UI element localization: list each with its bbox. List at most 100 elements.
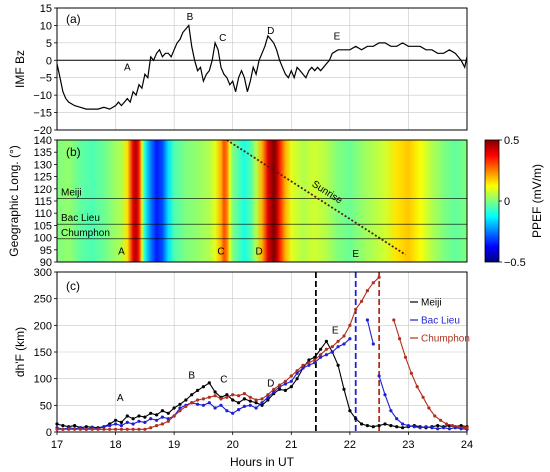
data-point — [254, 398, 258, 402]
data-point — [225, 409, 229, 413]
y-tick-label: 250 — [34, 294, 52, 306]
data-point — [260, 397, 264, 401]
x-tick-label: 22 — [344, 439, 356, 451]
station-label: Meiji — [61, 188, 82, 199]
data-point — [178, 402, 182, 406]
colorbar-tick-label: 0.5 — [504, 135, 519, 147]
data-point — [237, 394, 241, 398]
y-tick-label: 105 — [34, 220, 52, 232]
y-tick-label: −20 — [33, 125, 52, 137]
data-point — [125, 427, 129, 431]
data-point — [371, 425, 375, 429]
y-tick-label: 140 — [34, 135, 52, 147]
data-point — [324, 347, 328, 351]
data-point — [143, 427, 147, 431]
data-point — [319, 355, 323, 359]
panel-a-tag: (a) — [66, 12, 81, 26]
data-point — [330, 345, 334, 349]
data-point — [125, 414, 129, 418]
x-tick-label: 23 — [402, 439, 414, 451]
data-point — [377, 275, 381, 279]
data-point — [73, 427, 77, 431]
data-point — [119, 424, 123, 428]
data-point — [324, 339, 328, 343]
data-point — [78, 427, 82, 431]
data-point — [330, 350, 334, 354]
data-point — [73, 424, 77, 428]
data-point — [149, 411, 153, 415]
data-point — [283, 388, 287, 392]
data-point — [342, 342, 346, 346]
event-label: A — [124, 63, 131, 74]
panel-c-xlabel: Hours in UT — [230, 455, 295, 469]
data-point — [462, 426, 466, 430]
data-point — [450, 424, 454, 428]
data-point — [84, 427, 88, 431]
data-point — [409, 371, 413, 375]
data-point — [219, 403, 223, 407]
y-tick-label: 15 — [40, 3, 52, 15]
data-point — [278, 383, 282, 387]
data-point — [272, 387, 276, 391]
data-point — [342, 387, 346, 391]
x-tick-label: 19 — [168, 439, 180, 451]
data-point — [201, 385, 205, 389]
data-point — [125, 420, 129, 424]
data-point — [365, 424, 369, 428]
legend-label: Bac Lieu — [421, 316, 460, 327]
y-tick-label: 135 — [34, 147, 52, 159]
data-point — [178, 406, 182, 410]
y-tick-label: 110 — [34, 208, 52, 220]
data-point — [336, 339, 340, 343]
data-point — [266, 393, 270, 397]
data-point — [283, 379, 287, 383]
event-label: E — [332, 325, 339, 336]
data-point — [398, 337, 402, 341]
colorbar-tick-label: −0.5 — [504, 257, 526, 269]
data-point — [178, 409, 182, 413]
data-point — [313, 355, 317, 359]
panel-a-frame — [56, 7, 468, 131]
data-point — [231, 393, 235, 397]
data-point — [383, 422, 387, 426]
data-point — [354, 307, 358, 311]
data-point — [336, 363, 340, 367]
event-label: D — [255, 247, 262, 258]
data-point — [143, 415, 147, 419]
y-tick-label: 115 — [34, 196, 52, 208]
data-point — [307, 363, 311, 367]
data-point — [427, 406, 431, 410]
colorbar: 0.5 0 −0.5 PPEF (mV/m) — [484, 135, 544, 269]
data-point — [424, 425, 428, 429]
data-point — [401, 422, 405, 426]
data-point — [307, 361, 311, 365]
data-point — [289, 374, 293, 378]
data-point — [155, 413, 159, 417]
panel-c-grid — [57, 271, 467, 433]
data-point — [219, 397, 223, 401]
data-point — [160, 422, 164, 426]
data-point — [248, 399, 252, 403]
data-point — [131, 417, 135, 421]
data-point — [389, 424, 393, 428]
data-point — [242, 397, 246, 401]
y-tick-label: 120 — [34, 184, 52, 196]
data-point — [433, 414, 437, 418]
y-tick-label: 10 — [40, 20, 52, 32]
data-point — [266, 395, 270, 399]
data-point — [131, 422, 135, 426]
y-tick-label: 200 — [34, 320, 52, 332]
data-point — [377, 374, 381, 378]
data-point — [155, 418, 159, 422]
event-label: D — [267, 379, 274, 390]
data-point — [131, 427, 135, 431]
data-point — [207, 381, 211, 385]
data-point — [272, 390, 276, 394]
data-point — [442, 426, 446, 430]
data-point — [254, 401, 258, 405]
legend-label: Chumphon — [421, 334, 470, 345]
data-point — [119, 427, 123, 431]
data-point — [184, 398, 188, 402]
y-tick-label: 95 — [40, 245, 52, 257]
data-point — [137, 414, 141, 418]
